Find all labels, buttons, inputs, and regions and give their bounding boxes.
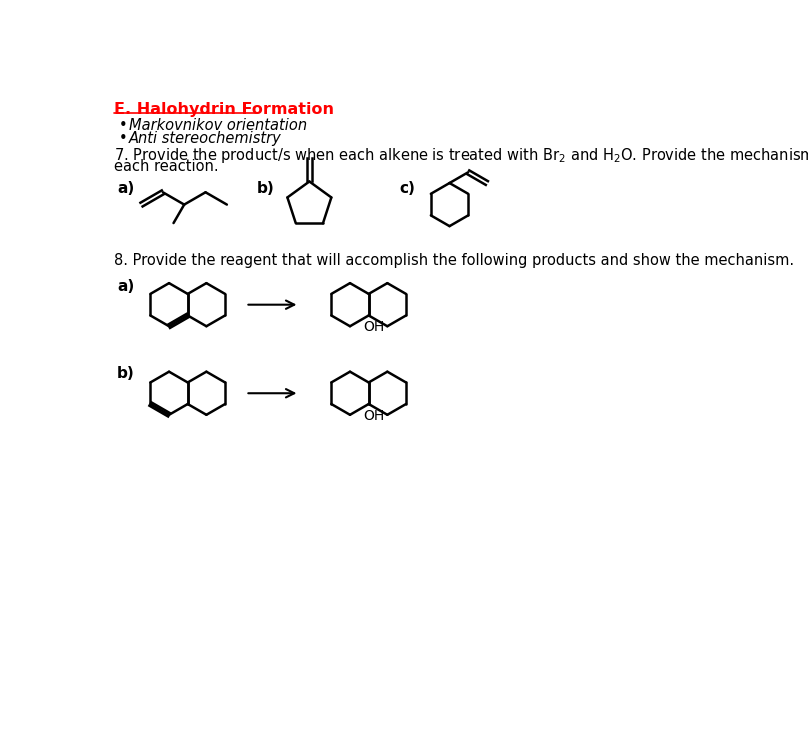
Text: OH: OH: [364, 408, 385, 422]
Text: 7. Provide the product/s when each alkene is treated with Br$_2$ and H$_2$O. Pro: 7. Provide the product/s when each alken…: [114, 146, 808, 165]
Text: Anti stereochemistry: Anti stereochemistry: [129, 131, 282, 146]
Text: a): a): [117, 279, 134, 294]
Text: 8. Provide the reagent that will accomplish the following products and show the : 8. Provide the reagent that will accompl…: [114, 253, 794, 268]
Text: •: •: [119, 118, 127, 132]
Text: E. Halohydrin Formation: E. Halohydrin Formation: [114, 102, 334, 117]
Text: b): b): [117, 367, 135, 381]
Text: a): a): [117, 182, 134, 197]
Text: OH: OH: [364, 320, 385, 334]
Text: each reaction.: each reaction.: [114, 159, 218, 174]
Text: c): c): [399, 182, 415, 197]
Text: b): b): [257, 182, 275, 197]
Text: Markovnikov orientation: Markovnikov orientation: [129, 118, 307, 132]
Text: •: •: [119, 131, 127, 146]
